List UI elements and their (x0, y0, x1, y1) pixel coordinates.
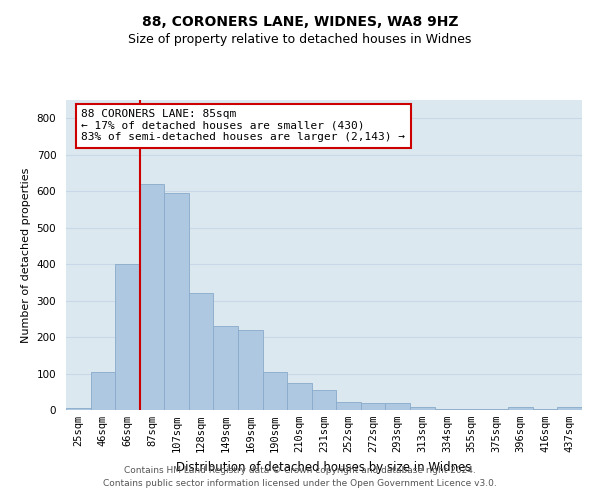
Bar (557, 407, 582, 410)
Bar (336, 402, 361, 410)
Bar (410, 407, 434, 410)
Bar (140, 184, 164, 410)
Bar (115, 264, 140, 410)
Bar (361, 402, 385, 410)
X-axis label: Distribution of detached houses by size in Widnes: Distribution of detached houses by size … (176, 460, 472, 473)
Bar (287, 382, 312, 410)
Bar (164, 193, 189, 410)
Bar (238, 330, 263, 410)
Bar (66, 408, 91, 410)
Bar (189, 294, 214, 410)
Bar (214, 326, 238, 410)
Bar (263, 372, 287, 410)
Y-axis label: Number of detached properties: Number of detached properties (21, 168, 31, 342)
Text: 88, CORONERS LANE, WIDNES, WA8 9HZ: 88, CORONERS LANE, WIDNES, WA8 9HZ (142, 15, 458, 29)
Bar (385, 402, 410, 410)
Bar (508, 407, 533, 410)
Text: Contains HM Land Registry data © Crown copyright and database right 2024.
Contai: Contains HM Land Registry data © Crown c… (103, 466, 497, 487)
Text: Size of property relative to detached houses in Widnes: Size of property relative to detached ho… (128, 32, 472, 46)
Bar (312, 390, 336, 410)
Bar (91, 372, 115, 410)
Text: 88 CORONERS LANE: 85sqm
← 17% of detached houses are smaller (430)
83% of semi-d: 88 CORONERS LANE: 85sqm ← 17% of detache… (82, 110, 406, 142)
